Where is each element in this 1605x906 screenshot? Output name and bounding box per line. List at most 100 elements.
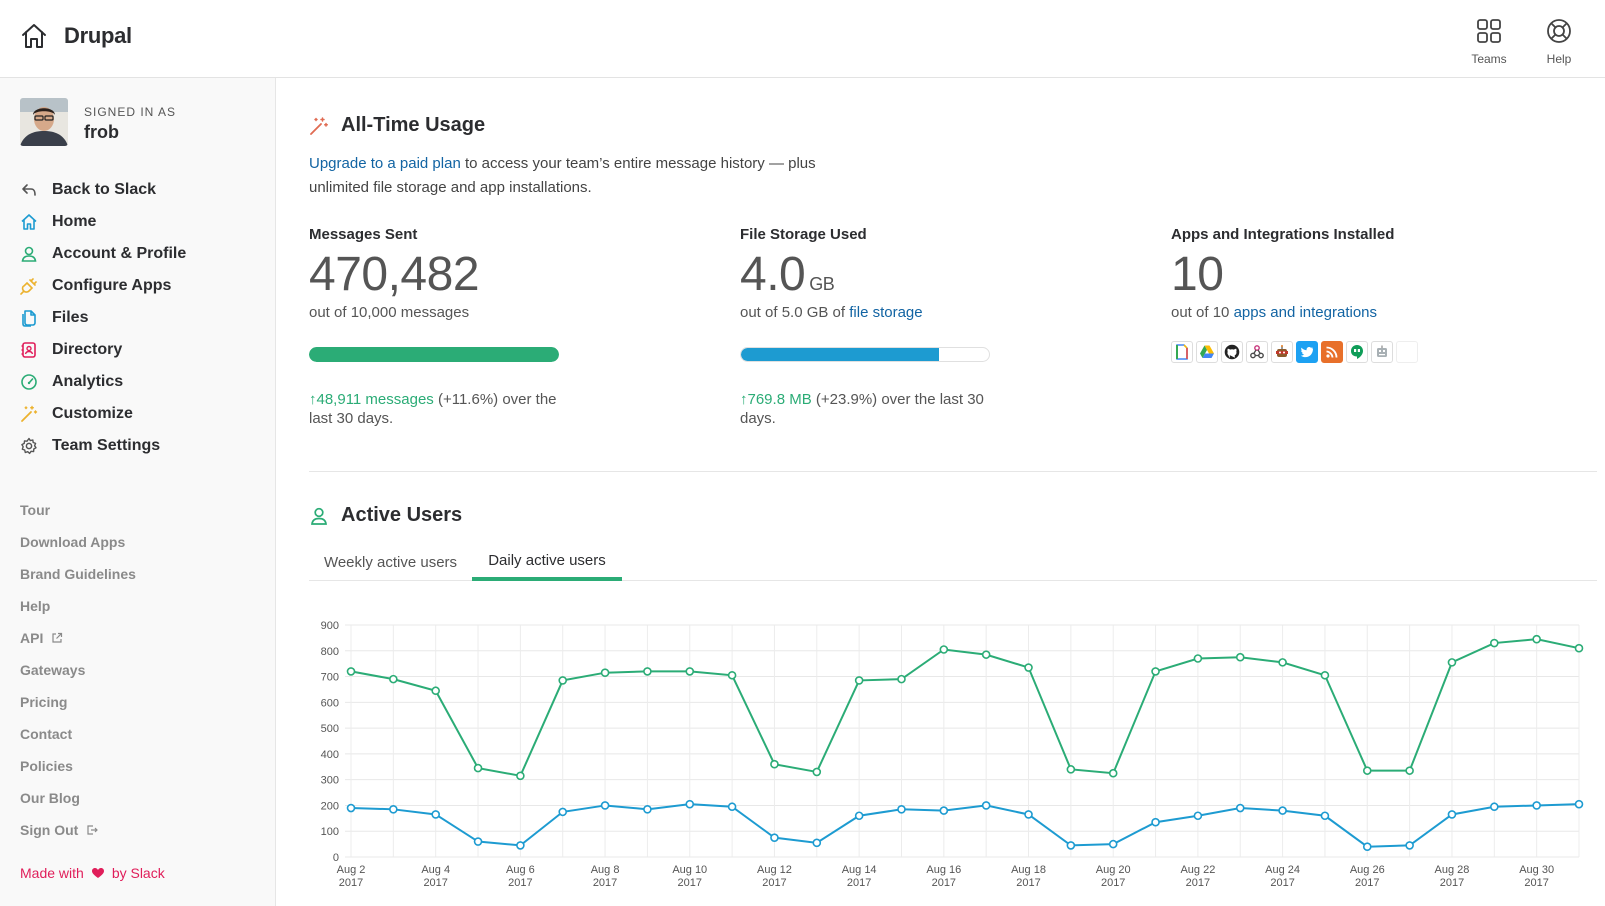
tab-daily-active-users[interactable]: Daily active users [472, 543, 622, 581]
made-with-post: by Slack [111, 865, 165, 881]
sidebar-item-team-settings[interactable]: Team Settings [20, 430, 186, 462]
footer-link-pricing[interactable]: Pricing [20, 686, 136, 718]
data-point [1490, 638, 1499, 648]
sidebar-item-label: Directory [52, 341, 123, 358]
x-tick-label: Aug 28 [1435, 864, 1470, 876]
data-point [1320, 811, 1330, 821]
data-point [1447, 810, 1457, 819]
sidebar: SIGNED IN AS frob Back to Slack Home Acc… [0, 78, 276, 906]
data-point [389, 674, 398, 684]
webhook-icon[interactable] [1246, 341, 1268, 363]
active-users-tabs: Weekly active users Daily active users [309, 543, 1597, 581]
footer-link-gateways[interactable]: Gateways [20, 654, 136, 686]
data-point [1574, 643, 1584, 653]
footer-link-api[interactable]: API [20, 622, 136, 654]
x-tick-year-label: 2017 [847, 877, 871, 889]
data-point [1278, 658, 1287, 667]
x-tick-year-label: 2017 [932, 877, 956, 889]
hangouts-icon[interactable] [1346, 341, 1368, 363]
footer-link-label: Sign Out [20, 822, 79, 838]
footer-link-tour[interactable]: Tour [20, 494, 136, 526]
footer-link-brand-guidelines[interactable]: Brand Guidelines [20, 558, 136, 590]
sidebar-item-analytics[interactable]: Analytics [20, 366, 186, 398]
sidebar-item-back-to-slack[interactable]: Back to Slack [20, 174, 186, 206]
home-icon [21, 214, 37, 230]
usage-description: Upgrade to a paid plan to access your te… [309, 152, 829, 200]
upgrade-link[interactable]: Upgrade to a paid plan [309, 155, 461, 172]
sidebar-item-files[interactable]: Files [20, 302, 186, 334]
sidebar-item-label: Home [52, 213, 97, 230]
footer-links: Tour Download Apps Brand Guidelines Help… [20, 494, 136, 846]
y-tick-label: 600 [321, 697, 339, 709]
data-point [389, 805, 398, 814]
y-tick-label: 100 [321, 826, 339, 838]
y-tick-label: 200 [321, 800, 339, 812]
data-point [1447, 658, 1457, 667]
footer-link-label: Tour [20, 502, 51, 518]
storage-unit: GB [809, 274, 835, 294]
apps-label: Apps and Integrations Installed [1171, 226, 1395, 243]
sidebar-item-label: Configure Apps [52, 277, 172, 294]
blank-icon[interactable] [1396, 341, 1418, 363]
data-point [1066, 841, 1076, 850]
sidebar-item-directory[interactable]: Directory [20, 334, 186, 366]
data-point [727, 802, 737, 812]
twitter-icon[interactable] [1296, 341, 1318, 363]
tab-weekly-active-users[interactable]: Weekly active users [323, 553, 458, 571]
made-with-credit[interactable]: Made with by Slack [20, 865, 165, 881]
top-bar: Drupal Teams Help [0, 0, 1605, 78]
brand[interactable]: Drupal [20, 22, 132, 50]
storage-delta-link[interactable]: ↑769.8 MB [740, 391, 812, 408]
section-divider [309, 471, 1597, 472]
x-tick-year-label: 2017 [1101, 877, 1125, 889]
footer-link-label: Our Blog [20, 790, 80, 806]
file-storage-link[interactable]: file storage [849, 304, 923, 321]
google-drive-icon[interactable] [1196, 341, 1218, 363]
footer-link-policies[interactable]: Policies [20, 750, 136, 782]
data-point [685, 667, 695, 676]
data-point [516, 771, 525, 781]
data-point [1405, 766, 1414, 775]
data-point [1278, 806, 1287, 815]
footer-link-help[interactable]: Help [20, 590, 136, 622]
avatar [20, 98, 68, 146]
github-icon[interactable] [1221, 341, 1243, 363]
sidebar-item-account-profile[interactable]: Account & Profile [20, 238, 186, 270]
google-docs-icon[interactable] [1171, 341, 1193, 363]
footer-link-sign-out[interactable]: Sign Out [20, 814, 136, 846]
x-tick-year-label: 2017 [508, 877, 532, 889]
workspace-name: Drupal [64, 23, 132, 48]
robot-icon[interactable] [1271, 341, 1293, 363]
footer-link-label: Download Apps [20, 534, 126, 550]
sidebar-item-customize[interactable]: Customize [20, 398, 186, 430]
series-line [350, 638, 1580, 777]
y-tick-label: 800 [321, 646, 339, 658]
footer-link-download-apps[interactable]: Download Apps [20, 526, 136, 558]
usage-section-title: All-Time Usage [309, 114, 485, 137]
y-tick-label: 700 [321, 672, 339, 684]
plug-icon [20, 278, 37, 295]
apps-sub: out of 10 apps and integrations [1171, 304, 1511, 321]
x-tick-year-label: 2017 [1186, 877, 1210, 889]
apps-value: 10 [1171, 248, 1224, 301]
lifebuoy-icon [1547, 19, 1571, 43]
sidebar-item-home[interactable]: Home [20, 206, 186, 238]
messages-progress-fill [309, 347, 559, 362]
footer-link-contact[interactable]: Contact [20, 718, 136, 750]
y-tick-label: 500 [321, 723, 339, 735]
help-button[interactable]: Help [1529, 18, 1589, 66]
apps-integrations-link[interactable]: apps and integrations [1233, 304, 1377, 321]
teams-button[interactable]: Teams [1459, 18, 1519, 66]
data-point [897, 674, 906, 684]
sidebar-item-label: Files [52, 309, 89, 326]
sidebar-item-configure-apps[interactable]: Configure Apps [20, 270, 186, 302]
rss-icon[interactable] [1321, 341, 1343, 363]
x-tick-label: Aug 14 [842, 864, 877, 876]
data-point [1193, 654, 1203, 663]
x-tick-year-label: 2017 [593, 877, 617, 889]
footer-link-our-blog[interactable]: Our Blog [20, 782, 136, 814]
data-point [770, 833, 779, 842]
bot-icon[interactable] [1371, 341, 1393, 363]
storage-sub-text: out of 5.0 GB of [740, 304, 850, 321]
messages-delta-link[interactable]: ↑48,911 messages [309, 391, 434, 408]
